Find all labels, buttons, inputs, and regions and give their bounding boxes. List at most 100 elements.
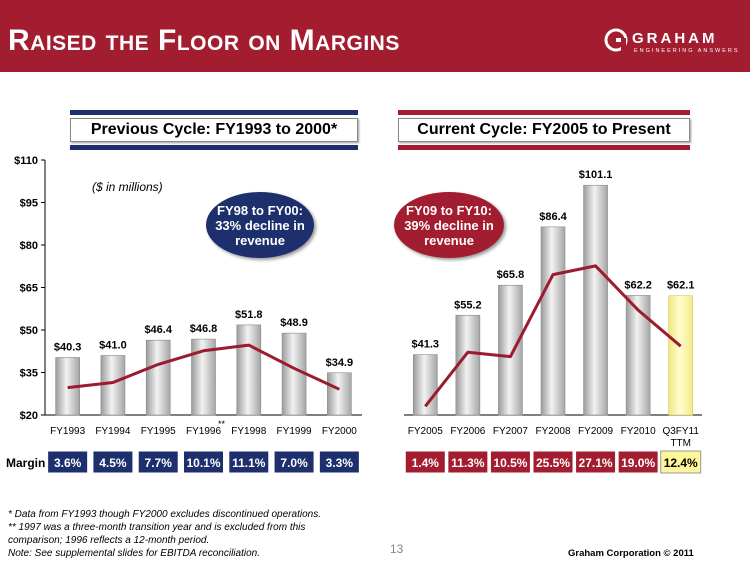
- bar-value-label: $101.1: [579, 169, 613, 181]
- x-tick-label: FY2010: [621, 426, 656, 437]
- bar: [100, 355, 126, 416]
- margin-box: [617, 450, 659, 474]
- x-tick-label: FY2007: [493, 426, 528, 437]
- right-panel-label: Current Cycle: FY2005 to Present: [417, 121, 671, 138]
- margin-value: 1.4%: [412, 456, 440, 470]
- bar-value-label: $55.2: [454, 299, 482, 311]
- margin-box: [318, 450, 360, 474]
- y-tick-label: $80: [20, 240, 38, 252]
- bar: [583, 184, 608, 416]
- bar: [625, 295, 651, 416]
- bubble-right-line2: 39% decline in: [404, 217, 494, 233]
- x-tick-label: FY1998: [231, 426, 266, 437]
- left-panel-title: Previous Cycle: FY1993 to 2000*: [70, 110, 358, 150]
- margin-row-label: Margin: [6, 456, 45, 470]
- copyright: Graham Corporation © 2011: [568, 548, 694, 559]
- bar-group-2: $41.3 FY2005 1.4% $55.2 FY2006 11.3% $65.8 FY20…: [404, 169, 702, 474]
- x-tick-label: TTM: [670, 438, 691, 449]
- margin-value: 25.5%: [536, 456, 570, 470]
- bar: [668, 295, 694, 416]
- y-tick-label: $20: [20, 410, 38, 422]
- header-bar: Raised the Floor on Margins GRAHAM ENGIN…: [0, 0, 750, 72]
- margin-value: 7.0%: [280, 456, 308, 470]
- logo-name: GRAHAM: [632, 30, 718, 47]
- bar-value-label: $46.4: [144, 324, 172, 336]
- bar: [327, 372, 352, 416]
- x-tick-label: FY2009: [578, 426, 613, 437]
- left-panel-box: [70, 118, 358, 142]
- logo-tagline: ENGINEERING ANSWERS: [634, 48, 740, 54]
- graham-logo-icon: [604, 28, 628, 52]
- decline-bubble-right: FY09 to FY10: 39% decline in revenue: [394, 192, 504, 258]
- x-tick-label: FY1996: [186, 426, 221, 437]
- footnote-3: Note: See supplemental slides for EBITDA…: [8, 548, 260, 559]
- margin-value: 4.5%: [99, 456, 127, 470]
- right-panel-top-stripe: [398, 110, 690, 115]
- bar-value-label: $41.3: [412, 339, 440, 351]
- bar-value-label: $40.3: [54, 341, 82, 353]
- x-tick-label: FY2005: [408, 426, 443, 437]
- margin-box: [92, 450, 134, 474]
- y-tick-label: $65: [20, 283, 38, 295]
- margin-box: [137, 450, 179, 474]
- y-tick-label: $35: [20, 368, 38, 380]
- margin-value: 10.5%: [493, 456, 527, 470]
- y-tick-label: $95: [20, 198, 38, 210]
- bar-value-label: $41.0: [99, 340, 127, 352]
- bar-value-label: $86.4: [539, 211, 567, 223]
- left-panel-bottom-stripe: [70, 145, 358, 150]
- margin-box: [404, 450, 446, 474]
- bar: [145, 339, 171, 416]
- margin-box: [575, 450, 617, 474]
- bubble-left-line1: FY98 to FY00:: [217, 202, 303, 218]
- margin-value: 11.3%: [451, 456, 485, 470]
- bar: [455, 314, 481, 416]
- x-tick-label: FY1993: [50, 426, 85, 437]
- margin-value: 27.1%: [579, 456, 613, 470]
- right-panel-title: Current Cycle: FY2005 to Present: [398, 110, 690, 150]
- margin-box: [489, 450, 531, 474]
- margin-box: [47, 450, 89, 474]
- margin-box: [447, 450, 489, 474]
- y-tick-label: $50: [20, 325, 38, 337]
- margin-value: 12.4%: [664, 456, 698, 470]
- x-tick-label: Q3FY11: [662, 426, 699, 437]
- bubble-left-line3: revenue: [235, 232, 285, 248]
- x-tick-mark: **: [218, 419, 226, 429]
- margin-line: [424, 264, 682, 408]
- bar: [236, 324, 262, 416]
- page-title: Raised the Floor on Margins: [8, 24, 400, 57]
- bar-group-1: $40.3 FY1993 3.6% $41.0 FY1994 4.5% $46.4 FY199…: [45, 309, 362, 474]
- bar-value-label: $62.1: [667, 280, 695, 292]
- company-logo: GRAHAM ENGINEERING ANSWERS: [604, 28, 744, 62]
- footnote-2: ** 1997 was a three-month transition yea…: [8, 522, 306, 546]
- right-panel-bottom-stripe: [398, 145, 690, 150]
- footnote-1: * Data from FY1993 though FY2000 exclude…: [8, 509, 321, 520]
- margin-box: [532, 450, 574, 474]
- x-tick-label: FY1999: [277, 426, 312, 437]
- y-tick-label: $110: [14, 155, 38, 167]
- bar: [540, 226, 566, 416]
- margin-box: [228, 450, 270, 474]
- bar-value-label: $46.8: [190, 323, 218, 335]
- margin-value: 3.3%: [326, 456, 354, 470]
- bar: [498, 284, 523, 416]
- x-tick-label: FY1994: [95, 426, 130, 437]
- margin-value: 7.7%: [145, 456, 173, 470]
- bar-value-label: $34.9: [326, 357, 354, 369]
- margin-value: 11.1%: [232, 456, 266, 470]
- left-panel-label: Previous Cycle: FY1993 to 2000*: [90, 121, 338, 138]
- decline-bubble-left: FY98 to FY00: 33% decline in revenue: [206, 192, 314, 258]
- bubble-left-line2: 33% decline in: [215, 217, 305, 233]
- footnotes: * Data from FY1993 though FY2000 exclude…: [8, 508, 353, 560]
- bubble-right-line3: revenue: [424, 232, 474, 248]
- bar-value-label: $62.2: [624, 279, 652, 291]
- page-number: 13: [390, 542, 404, 556]
- margin-value: 19.0%: [621, 456, 655, 470]
- bar-value-label: $51.8: [235, 309, 263, 321]
- bar-value-label: $48.9: [280, 317, 308, 329]
- bubble-right-line1: FY09 to FY10:: [406, 202, 492, 218]
- margin-value: 3.6%: [54, 456, 82, 470]
- units-note: ($ in millions): [92, 180, 163, 194]
- x-tick-label: FY2000: [322, 426, 357, 437]
